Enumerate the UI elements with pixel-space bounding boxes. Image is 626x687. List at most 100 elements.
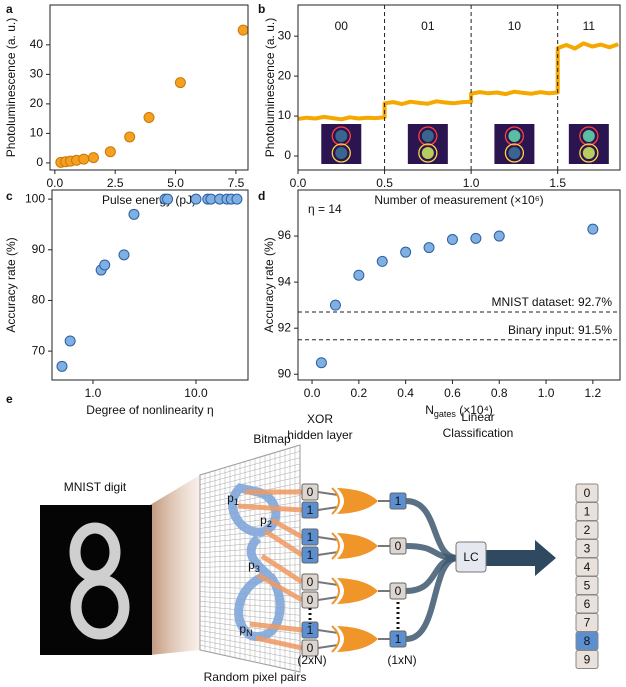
point xyxy=(143,111,155,123)
y-tick-label: 90 xyxy=(32,242,46,256)
grid-line xyxy=(199,644,301,666)
output-label: 8 xyxy=(584,634,591,648)
output-label: 4 xyxy=(584,560,591,574)
hidden-label: hidden layer xyxy=(287,428,352,442)
hidden-bit xyxy=(389,537,407,555)
xor-gate xyxy=(331,532,340,560)
x-tick-label: 1.2 xyxy=(585,386,602,400)
point xyxy=(104,146,116,158)
xor-gate xyxy=(337,626,378,652)
classifier-label: Linear xyxy=(461,410,494,424)
inset-spot xyxy=(582,147,595,159)
xor-gate xyxy=(331,487,340,515)
gate-wire xyxy=(317,491,339,496)
x-axis-label: Number of measurement (×10⁶) xyxy=(374,193,543,207)
pair-link xyxy=(270,517,304,540)
hidden-size: (1xN) xyxy=(387,653,416,667)
point xyxy=(64,335,76,347)
plot-area xyxy=(56,193,243,372)
pixel-pair-label: p3 xyxy=(248,558,260,574)
point xyxy=(124,131,136,143)
y-tick-label: 0 xyxy=(284,148,291,162)
classifier-text: LC xyxy=(463,550,479,564)
pixel-pair-sub: 1 xyxy=(234,497,239,507)
y-tick-label: 30 xyxy=(278,28,292,42)
inset-spot xyxy=(582,130,595,142)
plot-area xyxy=(298,41,619,164)
panel-label: a xyxy=(6,2,13,16)
input-bit-label: 0 xyxy=(307,575,314,589)
y-tick-label: 96 xyxy=(278,228,292,242)
panel-label: b xyxy=(258,2,265,16)
frame xyxy=(297,4,621,171)
x-axis-label: Degree of nonlinearity η xyxy=(86,403,213,417)
pair-link xyxy=(256,572,304,603)
input-bit xyxy=(301,573,319,591)
pixel-pair-base: p xyxy=(260,513,267,527)
plot-area xyxy=(315,223,599,369)
point xyxy=(423,242,435,254)
inset-ring xyxy=(418,126,438,146)
input-size: (2xN) xyxy=(297,653,326,667)
pixel-pair-sub: 3 xyxy=(255,564,260,574)
grid-line xyxy=(199,620,301,635)
output-label: 6 xyxy=(584,597,591,611)
y-tick-label: 0 xyxy=(36,155,43,169)
point xyxy=(190,193,202,205)
signal-line xyxy=(298,41,619,122)
point xyxy=(87,152,99,164)
hidden-bit-label: 0 xyxy=(395,584,402,598)
y-axis-label: Accuracy rate (%) xyxy=(4,237,18,332)
y-tick-label: 10 xyxy=(30,126,44,140)
input-bit xyxy=(301,546,319,564)
x-tick-label: 1.0 xyxy=(463,176,480,190)
output-box xyxy=(575,650,599,669)
hidden-label: XOR xyxy=(307,412,333,426)
classifier-link xyxy=(405,555,459,642)
output-label: 0 xyxy=(584,486,591,500)
inset-spot xyxy=(335,130,348,142)
bitmap-label: Bitmap xyxy=(253,432,291,446)
frame xyxy=(49,4,249,171)
grid-line xyxy=(199,649,301,673)
xor-gate xyxy=(337,578,378,604)
point xyxy=(376,255,388,267)
output-label: 1 xyxy=(584,505,591,519)
x-axis-label-sub: gates xyxy=(434,409,457,419)
y-axis-label: Photoluminescence (a. u.) xyxy=(4,18,18,157)
gate-wire xyxy=(317,506,339,511)
segment-label: 10 xyxy=(508,19,522,33)
segment-label: 01 xyxy=(421,19,435,33)
grid-line xyxy=(199,457,301,485)
x-axis-label: Pulse energy (pJ) xyxy=(102,193,196,207)
pixel-pair-label: p2 xyxy=(260,513,272,529)
panel-label: e xyxy=(6,392,13,406)
hidden-bit xyxy=(389,630,407,648)
classifier-box xyxy=(455,541,487,573)
frame xyxy=(51,189,249,381)
digit-stroke xyxy=(70,574,130,640)
pair-link xyxy=(263,528,304,558)
gate-wire xyxy=(317,629,339,634)
pixel-pair-label: p1 xyxy=(227,491,239,507)
point xyxy=(329,299,341,311)
y-tick-label: 30 xyxy=(30,67,44,81)
x-tick-label: 7.5 xyxy=(228,176,245,190)
y-axis-label: Photoluminescence (a. u.) xyxy=(263,18,277,157)
pixel-pair-base: p xyxy=(239,622,246,636)
inset-ring xyxy=(504,143,525,163)
input-bit-label: 0 xyxy=(307,485,314,499)
inset-ring xyxy=(579,126,599,146)
xor-gate xyxy=(331,625,340,653)
pair-link xyxy=(255,635,303,651)
inset-spot xyxy=(508,147,521,159)
x-tick-label: 1.5 xyxy=(549,176,566,190)
point xyxy=(493,230,505,242)
pixel-pair-sub: 2 xyxy=(267,519,272,529)
inset-ring xyxy=(331,143,351,163)
y-tick-label: 100 xyxy=(25,191,45,205)
x-tick-label: 0.4 xyxy=(397,386,414,400)
grid-line xyxy=(199,564,301,568)
pairs-label: Random pixel pairs xyxy=(204,670,307,684)
pixel-pair-base: p xyxy=(248,558,255,572)
